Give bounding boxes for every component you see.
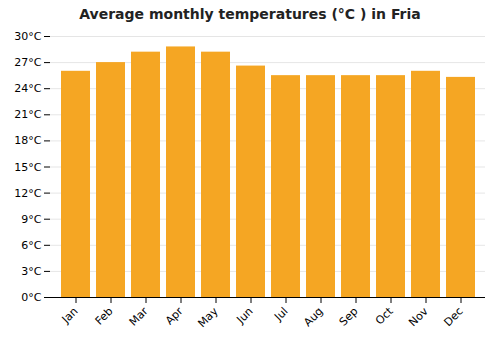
svg-text:Jan: Jan: [59, 305, 81, 327]
svg-text:24°C: 24°C: [14, 82, 41, 95]
svg-text:9°C: 9°C: [21, 213, 41, 226]
svg-text:30°C: 30°C: [14, 30, 41, 43]
svg-text:18°C: 18°C: [14, 134, 41, 147]
svg-text:Sep: Sep: [337, 305, 361, 329]
svg-text:Nov: Nov: [406, 304, 431, 329]
svg-text:Aug: Aug: [301, 305, 325, 329]
svg-text:Jul: Jul: [271, 305, 290, 324]
svg-text:0°C: 0°C: [21, 291, 41, 304]
svg-text:Apr: Apr: [163, 304, 186, 327]
svg-text:Oct: Oct: [373, 304, 396, 327]
svg-text:Mar: Mar: [127, 304, 151, 328]
svg-text:3°C: 3°C: [21, 265, 41, 278]
svg-text:May: May: [195, 304, 221, 330]
svg-text:Dec: Dec: [441, 305, 465, 329]
svg-text:12°C: 12°C: [14, 187, 41, 200]
svg-text:Feb: Feb: [93, 305, 116, 328]
svg-text:15°C: 15°C: [14, 161, 41, 174]
svg-text:27°C: 27°C: [14, 56, 41, 69]
html-text:Average monthly temperatures (: Average monthly temperatures (°C ) in Fr…: [79, 6, 421, 22]
svg-text:6°C: 6°C: [21, 239, 41, 252]
svg-text:21°C: 21°C: [14, 108, 41, 121]
svg-text:Jun: Jun: [234, 305, 256, 327]
